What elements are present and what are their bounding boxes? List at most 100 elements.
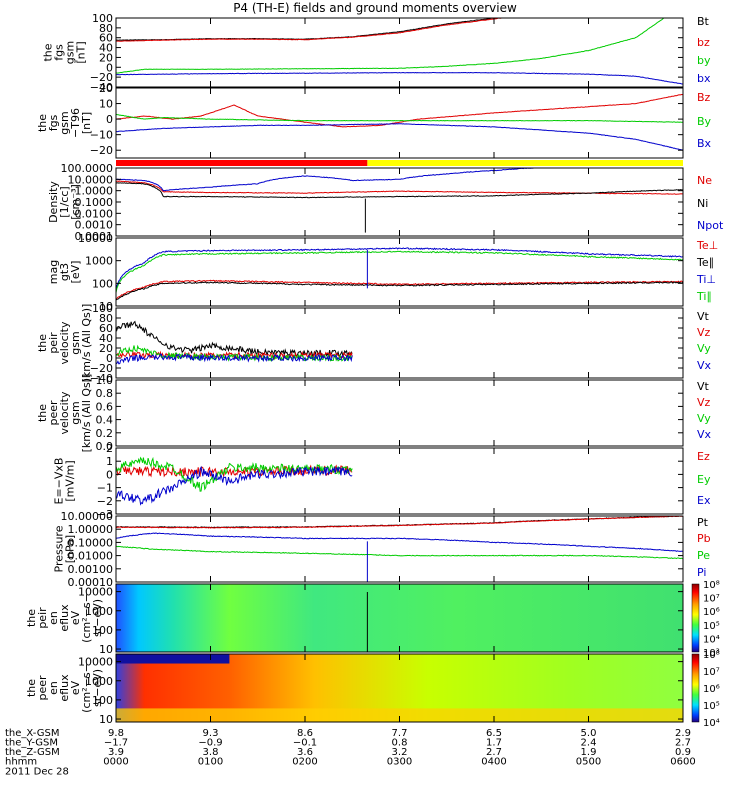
y-axis-label: sr−eV) (91, 599, 104, 637)
y-tick-label: −20 (90, 362, 113, 375)
y-axis-label: gsm (69, 331, 82, 354)
series-line-Vx (115, 353, 353, 365)
x-axis-row-label: the_Z-GSM (5, 747, 60, 758)
y-axis-label: the (42, 43, 55, 61)
series-line-Te⊥ (115, 279, 684, 300)
colorbar-tick-label: 10⁵ (703, 621, 720, 632)
legend-Vx: Vx (697, 359, 712, 372)
y-axis-label: E=−VxB (53, 458, 66, 505)
y-tick-label: 20 (99, 342, 113, 355)
panel-frame (115, 447, 684, 515)
y-axis-label: gt3 (58, 263, 71, 281)
y-tick-label: 40 (99, 42, 113, 55)
y-axis-label: the (36, 114, 49, 132)
y-tick-label: 20 (99, 82, 113, 95)
y-tick-label: 10 (99, 98, 113, 111)
colorbar-tick-label: 10⁸ (703, 580, 720, 591)
y-tick-label: −20 (90, 71, 113, 84)
y-tick-label: 100.0000 (61, 162, 114, 175)
y-axis-label: peer (47, 400, 60, 426)
mode-bar-segment (116, 160, 368, 166)
x-axis-row-value: 7.7 (392, 728, 408, 739)
y-tick-label: 10.0000 (68, 173, 114, 186)
y-axis-label: [1/cc] (58, 186, 71, 217)
y-tick-label: 0 (106, 352, 113, 365)
y-axis-label: eflux (58, 604, 71, 632)
x-axis-row-value: 3.2 (392, 747, 408, 758)
series-line-Ni (115, 182, 684, 199)
y-axis-label: (cm²−s− (80, 663, 93, 713)
legend-Ez: Ez (697, 450, 710, 463)
spectrogram-peir-spectrogram (116, 584, 683, 652)
x-axis-date: 2011 Dec 28 (5, 767, 69, 778)
y-axis-label: [mV/m] (64, 460, 77, 501)
x-tick-label: 0000 (103, 757, 128, 768)
panel-density (115, 167, 684, 237)
y-tick-label: 0.8 (96, 387, 114, 400)
y-tick-label: 0.0001 (75, 230, 114, 243)
panel-efield (115, 447, 684, 515)
x-axis-row-value: 2.4 (581, 738, 597, 749)
y-axis-label: the (25, 609, 38, 627)
x-axis-row-value: 3.8 (203, 747, 219, 758)
y-tick-label: −3 (97, 508, 113, 521)
y-axis-label: en (47, 681, 60, 695)
legend-Ti⊥: Ti⊥ (696, 273, 716, 286)
y-axis-label: the (25, 679, 38, 697)
colorbar-tick-label: 10⁶ (703, 684, 720, 695)
x-axis-row-value: 5.0 (581, 728, 597, 739)
y-tick-label: −40 (90, 81, 113, 94)
y-axis-label: eV (69, 680, 82, 695)
panel-peir-spectrogram (115, 583, 700, 653)
y-axis-label: Pressure (53, 525, 66, 572)
panel-fgs-dsl (115, 87, 684, 159)
y-axis-label: [nT] (75, 41, 88, 63)
y-tick-label: 1 (106, 455, 113, 468)
y-tick-label: 1.0 (96, 374, 114, 387)
legend-Ey: Ey (697, 473, 711, 486)
panel-fgs-gsm (115, 17, 684, 88)
legend-Vt: Vt (697, 380, 710, 393)
y-tick-label: −2 (97, 495, 113, 508)
x-tick-label: 0300 (387, 757, 412, 768)
x-axis-row-value: −1.7 (104, 738, 128, 749)
y-axis-label: [eV] (69, 261, 82, 284)
y-tick-label: 100 (92, 302, 113, 315)
colorbar (691, 583, 700, 653)
spectrogram-band (116, 654, 230, 664)
y-tick-label: 0.01000 (68, 550, 114, 563)
series-line-bx (116, 71, 684, 85)
x-tick-label: 0200 (292, 757, 317, 768)
y-tick-label: 10000 (78, 232, 113, 245)
colorbar-tick-label: 10⁴ (703, 718, 720, 729)
y-tick-label: 1000 (85, 605, 113, 618)
panel-frame (115, 167, 684, 237)
y-axis-label: velocity (58, 321, 71, 364)
y-tick-label: 100 (92, 624, 113, 637)
y-axis-label: [nT] (80, 112, 93, 134)
series-line-By (115, 113, 683, 123)
panel-frame (115, 87, 684, 159)
x-axis-row-label: the_X-GSM (5, 728, 59, 739)
y-axis-label: sr−eV) (91, 669, 104, 707)
y-tick-label: 0.00010 (68, 576, 114, 589)
colorbar-tick-label: 10³ (703, 648, 720, 659)
legend-Pe: Pe (697, 549, 710, 562)
panel-frame (115, 379, 684, 447)
y-tick-label: 1.0000 (75, 185, 114, 198)
y-tick-label: 0 (106, 113, 113, 126)
legend-Ni: Ni (697, 197, 708, 210)
legend-Vt: Vt (697, 310, 710, 323)
y-axis-label: [nPa] (64, 535, 77, 563)
y-axis-label: velocity (58, 391, 71, 434)
y-tick-label: −20 (90, 144, 113, 157)
y-tick-label: 60 (99, 32, 113, 45)
x-axis-row-value: 9.3 (203, 728, 219, 739)
y-tick-label: 10 (99, 300, 113, 313)
series-line-Pi (115, 532, 683, 552)
x-tick-label: 0400 (481, 757, 506, 768)
y-tick-label: 60 (99, 322, 113, 335)
y-tick-label: 0.4 (96, 414, 114, 427)
y-tick-label: 1000 (85, 255, 113, 268)
mode-bar-segment (367, 160, 683, 166)
